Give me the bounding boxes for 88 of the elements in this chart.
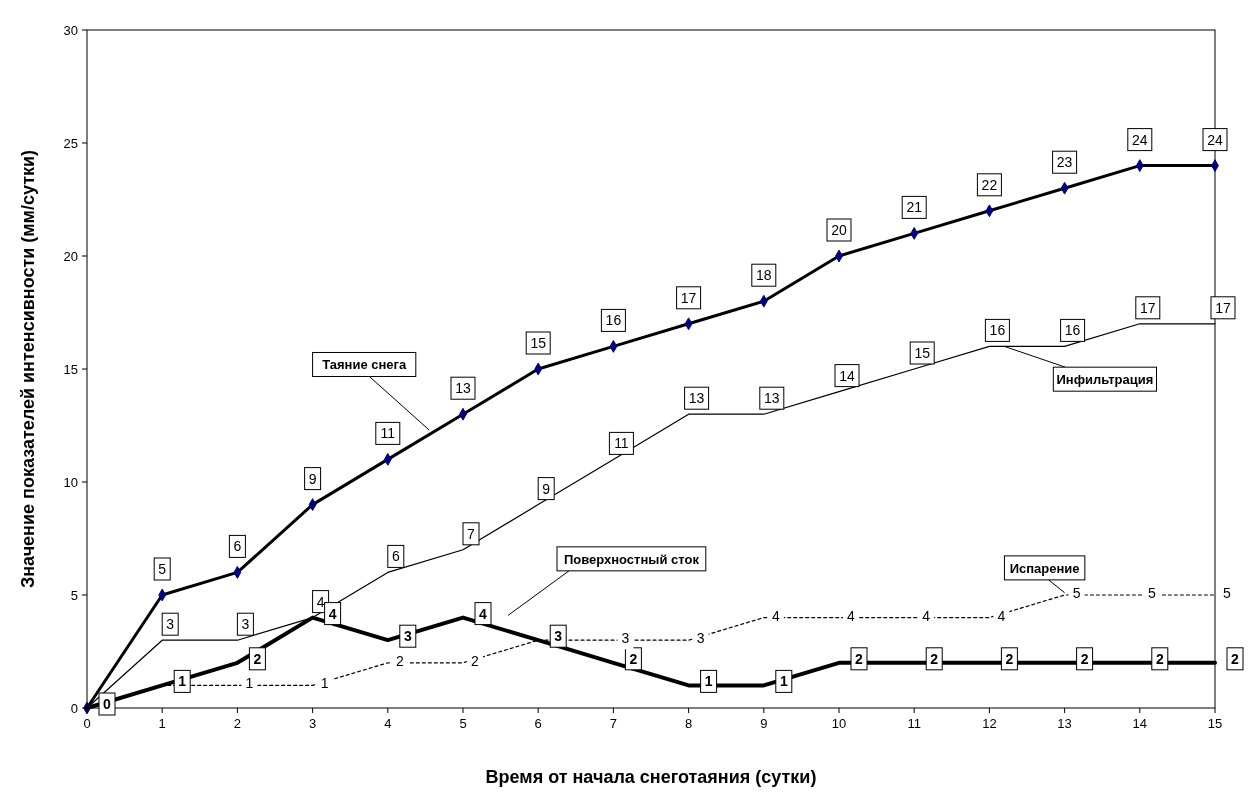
- x-tick-label: 11: [907, 716, 921, 731]
- data-label: 16: [605, 312, 622, 329]
- y-axis-title: Значение показателей интенсивности (мм/сутки): [18, 149, 38, 589]
- y-tick-label: 25: [63, 136, 78, 151]
- x-tick-label: 1: [158, 716, 166, 731]
- data-label: 16: [989, 322, 1006, 339]
- data-label: 4: [922, 607, 931, 624]
- data-label: 20: [831, 222, 847, 238]
- data-label: 15: [914, 345, 931, 361]
- data-label: 4: [997, 607, 1006, 624]
- data-label: 5: [1223, 585, 1232, 601]
- data-label: 17: [1140, 299, 1156, 316]
- data-label: 7: [467, 525, 476, 542]
- data-label: 9: [542, 480, 551, 497]
- x-tick-label: 6: [534, 716, 542, 731]
- data-label: 1: [245, 675, 254, 692]
- data-label: 24: [1132, 131, 1148, 148]
- data-label: 3: [166, 616, 175, 633]
- data-label: 6: [233, 538, 242, 555]
- y-tick-label: 5: [70, 588, 78, 603]
- data-label: 18: [756, 267, 772, 284]
- data-label: 21: [906, 199, 923, 216]
- data-label: 2: [629, 650, 638, 667]
- data-label: 4: [316, 593, 325, 610]
- data-label: 2: [855, 650, 864, 667]
- x-tick-label: 15: [1207, 716, 1223, 731]
- data-label: 2: [1080, 650, 1089, 667]
- data-label: 4: [771, 607, 780, 624]
- data-label: 1: [320, 675, 329, 692]
- x-tick-label: 2: [233, 716, 242, 731]
- data-label: 13: [764, 390, 780, 407]
- data-label: 11: [614, 435, 629, 452]
- data-label: 4: [328, 605, 337, 622]
- data-label: 6: [391, 548, 400, 565]
- data-label: 2: [395, 652, 404, 669]
- data-label: 2: [1005, 650, 1014, 667]
- data-label: 3: [621, 630, 630, 647]
- x-tick-label: 0: [83, 716, 91, 731]
- x-tick-label: 8: [684, 716, 693, 731]
- data-label: 13: [688, 390, 705, 407]
- x-tick-label: 13: [1057, 716, 1072, 731]
- text: Поверхностный сток: [563, 551, 700, 567]
- y-tick-label: 10: [63, 475, 78, 490]
- x-tick-label: 9: [760, 716, 768, 731]
- text: Таяние снега: [322, 357, 408, 373]
- x-tick-label: 3: [308, 716, 317, 731]
- data-label: 23: [1056, 154, 1073, 171]
- x-tick-label: 12: [982, 716, 997, 731]
- data-label: 22: [981, 176, 998, 193]
- data-label: 16: [1064, 322, 1081, 339]
- data-label: 0: [103, 696, 112, 712]
- data-label: 3: [696, 630, 705, 647]
- x-tick-label: 5: [459, 716, 467, 731]
- series-label: Испарение: [1009, 560, 1080, 576]
- data-label: 4: [847, 607, 856, 624]
- x-tick-label: 14: [1132, 716, 1148, 731]
- data-label: 15: [530, 335, 547, 351]
- data-label: 17: [1215, 299, 1231, 316]
- y-tick-label: 30: [63, 23, 78, 38]
- data-label: 2: [1155, 650, 1164, 667]
- y-tick-label: 0: [70, 701, 78, 716]
- data-label: 14: [839, 367, 855, 384]
- x-tick-label: 4: [384, 716, 392, 731]
- data-label: 2: [471, 652, 480, 669]
- data-label: 2: [1231, 650, 1240, 667]
- data-label: 5: [1147, 585, 1156, 601]
- data-label: 9: [308, 470, 317, 487]
- x-tick-label: 10: [831, 716, 847, 731]
- data-label: 13: [455, 380, 471, 397]
- data-label: 1: [178, 673, 187, 690]
- data-label: 11: [380, 425, 396, 442]
- data-label: 2: [930, 650, 939, 667]
- data-label: 3: [403, 628, 412, 645]
- data-label: 17: [680, 289, 697, 306]
- data-label: 5: [1072, 585, 1081, 601]
- data-label: 1: [704, 673, 713, 690]
- x-axis-title: Время от начала снеготаяния (сутки): [485, 767, 817, 787]
- data-label: 24: [1207, 131, 1223, 148]
- data-label: 4: [479, 605, 488, 622]
- data-label: 3: [554, 628, 563, 645]
- y-tick-label: 20: [63, 249, 78, 264]
- x-tick-label: 7: [609, 716, 618, 731]
- data-label: 2: [253, 650, 262, 667]
- data-label: 3: [241, 616, 250, 633]
- data-label: 5: [158, 561, 167, 577]
- series-label: Инфильтрация: [1056, 372, 1154, 388]
- data-label: 1: [779, 673, 788, 690]
- y-tick-label: 15: [63, 362, 78, 377]
